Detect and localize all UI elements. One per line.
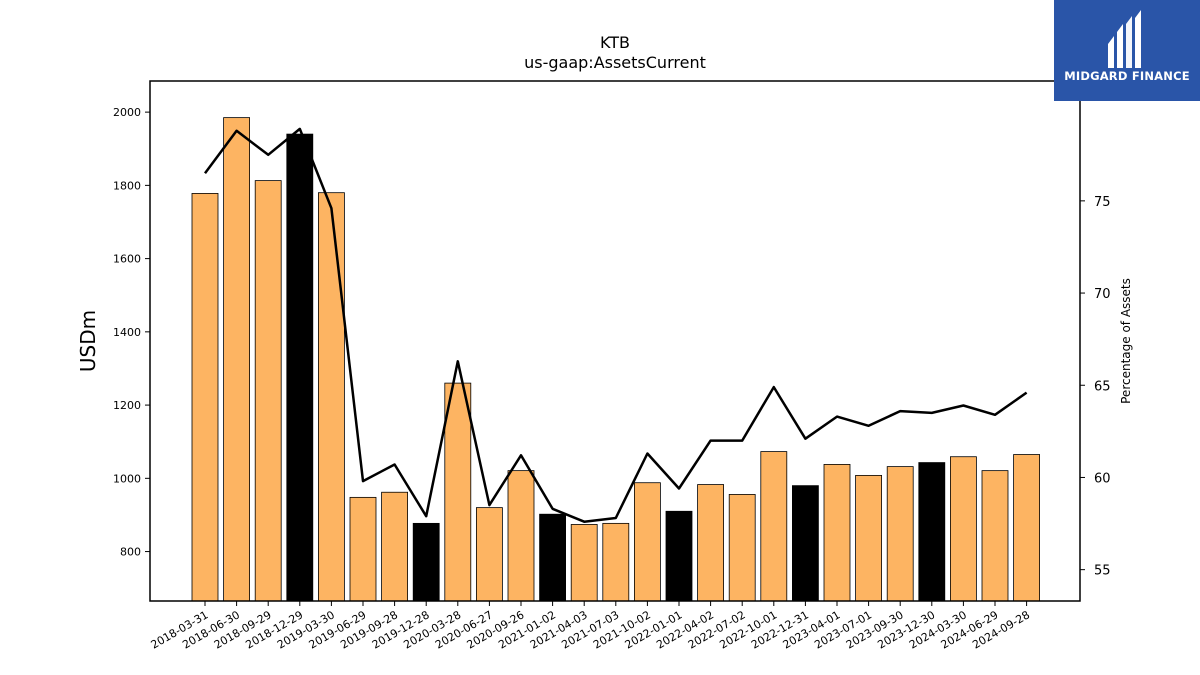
chart-subtitle: us-gaap:AssetsCurrent: [524, 53, 706, 72]
bar: [792, 485, 819, 602]
y-tick-label: 1800: [113, 179, 141, 192]
bar: [381, 491, 409, 602]
bar: [823, 464, 851, 602]
y2-tick-label: 70: [1094, 287, 1111, 302]
line-group: [203, 127, 1028, 523]
y2-tick-label: 65: [1094, 379, 1111, 394]
bar: [728, 494, 756, 602]
bar: [223, 117, 251, 602]
bar: [570, 524, 598, 602]
bar: [634, 482, 661, 602]
y-tick-label: 1000: [113, 472, 141, 485]
y-axis-label: USDm: [76, 310, 100, 372]
y-tick-label: 1200: [113, 399, 141, 412]
y-axis-left: 800 1000 1200 1400 1600 1800 2000: [113, 106, 150, 559]
midgard-logo-icon: [1108, 10, 1141, 68]
bar: [191, 193, 219, 602]
bar: [412, 522, 440, 602]
bar: [349, 496, 377, 602]
bar: [539, 513, 566, 602]
plot-frame: [149, 80, 1081, 602]
brand-name: MIDGARD FINANCE: [1064, 69, 1190, 83]
x-axis: 2018-03-312018-06-302018-09-292018-12-29…: [149, 601, 1032, 652]
bar: [760, 451, 788, 602]
bar: [602, 522, 630, 602]
y-tick-label: 1600: [113, 253, 141, 266]
chart-title: KTB: [600, 33, 630, 52]
bar: [981, 470, 1009, 602]
bar: [855, 474, 882, 602]
y2-tick-label: 75: [1094, 195, 1111, 210]
bar: [254, 180, 282, 602]
brand-logo: MIDGARD FINANCE: [1054, 0, 1200, 101]
bar: [444, 382, 472, 602]
bar: [286, 133, 314, 602]
y-tick-label: 2000: [113, 106, 141, 119]
y2-tick-label: 60: [1094, 471, 1111, 486]
bar: [697, 484, 724, 602]
y-tick-label: 800: [120, 546, 141, 559]
bar: [665, 510, 693, 602]
bar: [507, 470, 535, 602]
y2-axis-label: Percentage of Assets: [1119, 278, 1133, 404]
bar: [950, 456, 977, 602]
bar: [886, 466, 914, 602]
bar: [317, 192, 345, 602]
y-tick-label: 1400: [113, 326, 141, 339]
y-axis-right: 55 60 65 70 75: [1080, 195, 1111, 579]
y2-tick-label: 55: [1094, 564, 1111, 579]
bar: [475, 507, 503, 602]
bar-group: [191, 117, 1040, 602]
percentage-line: [203, 127, 1028, 523]
bar: [1013, 454, 1040, 602]
bar: [918, 462, 946, 602]
